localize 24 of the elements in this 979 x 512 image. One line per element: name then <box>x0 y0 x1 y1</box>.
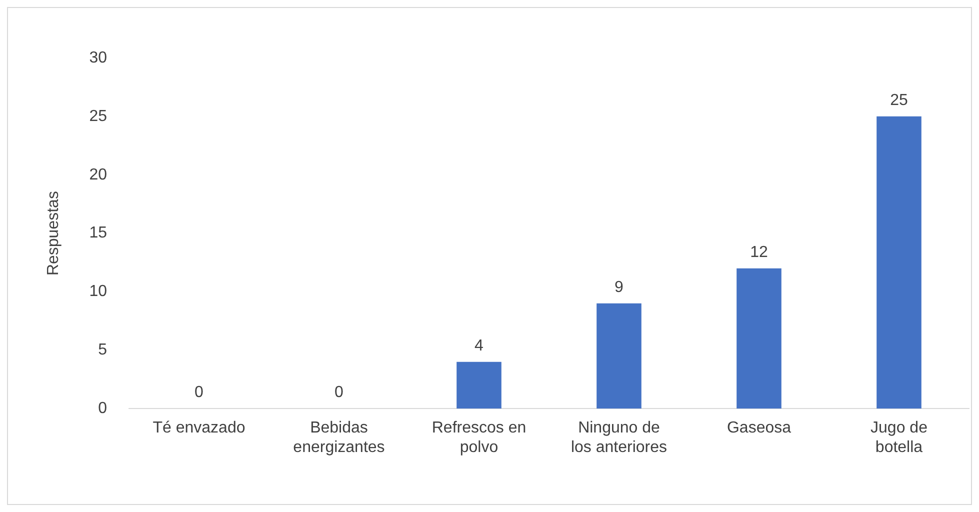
data-label: 0 <box>194 384 204 402</box>
y-tick-label: 5 <box>98 342 108 359</box>
y-tick-label: 30 <box>89 49 108 66</box>
bar <box>736 268 782 409</box>
x-tick-label: Gaseosa <box>726 420 792 437</box>
bar <box>876 116 922 409</box>
y-tick-label: 20 <box>89 166 108 184</box>
x-tick-label: Refrescos en polvo <box>432 420 526 456</box>
bar <box>456 362 502 409</box>
y-tick-label: 0 <box>98 400 108 418</box>
data-label: 0 <box>334 384 344 402</box>
y-axis-title: Respuestas <box>45 191 62 276</box>
x-tick-label: Bebidas energizantes <box>293 420 385 456</box>
x-tick-label: Ninguno de los anteriores <box>570 420 668 456</box>
data-label: 9 <box>614 278 624 296</box>
y-tick-label: 10 <box>89 283 108 300</box>
y-tick-label: 25 <box>89 108 108 125</box>
y-tick-label: 15 <box>89 224 108 242</box>
data-label: 4 <box>474 337 484 354</box>
bar <box>596 303 642 409</box>
x-tick-label: Té envazado <box>152 420 246 437</box>
x-tick-label: Jugo de botella <box>870 420 928 456</box>
data-label: 25 <box>890 92 908 109</box>
data-label: 12 <box>750 244 768 261</box>
